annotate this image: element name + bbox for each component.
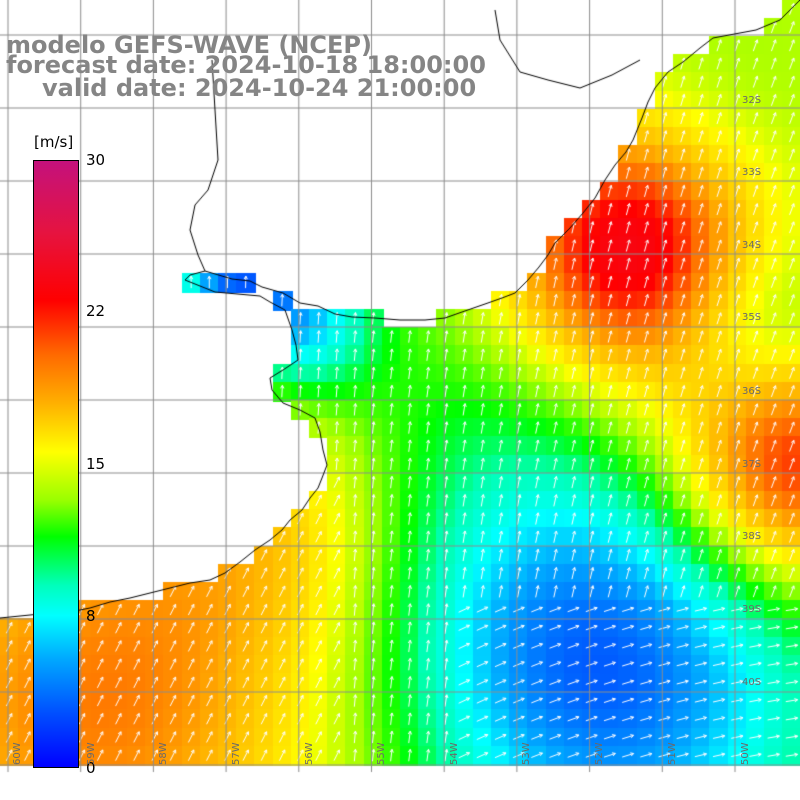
latitude-label: 38S (742, 531, 762, 542)
longitude-label: 55W (376, 742, 387, 765)
longitude-label: 51W (667, 742, 678, 765)
longitude-label: 54W (449, 742, 460, 765)
longitude-label: 52W (594, 742, 605, 765)
model-title: modelo GEFS-WAVE (NCEP) (6, 31, 372, 59)
colorbar-tick-label: 8 (86, 607, 96, 625)
colorbar-tick-label: 22 (86, 302, 106, 320)
longitude-label: 59W (86, 742, 97, 765)
longitude-label: 60W (12, 742, 23, 765)
longitude-label: 50W (740, 742, 751, 765)
colorbar-tick-label: 0 (86, 759, 96, 777)
latitude-label: 33S (742, 167, 762, 178)
latitude-label: 39S (742, 604, 762, 615)
latitude-label: 37S (742, 459, 762, 470)
latitude-label: 36S (742, 386, 762, 397)
colorbar-unit: [m/s] (34, 133, 74, 151)
color-scale-bar (33, 160, 79, 768)
latitude-label: 35S (742, 312, 762, 323)
forecast-date: forecast date: 2024-10-18 18:00:00 (6, 51, 486, 79)
longitude-label: 58W (158, 742, 169, 765)
latitude-label: 40S (742, 677, 762, 688)
colorbar-tick-label: 15 (86, 455, 106, 473)
valid-date: valid date: 2024-10-24 21:00:00 (42, 74, 477, 102)
latitude-label: 32S (742, 95, 762, 106)
latitude-label: 34S (742, 240, 762, 251)
longitude-label: 56W (304, 742, 315, 765)
longitude-label: 53W (521, 742, 532, 765)
longitude-label: 57W (231, 742, 242, 765)
colorbar-tick-label: 30 (86, 151, 106, 169)
